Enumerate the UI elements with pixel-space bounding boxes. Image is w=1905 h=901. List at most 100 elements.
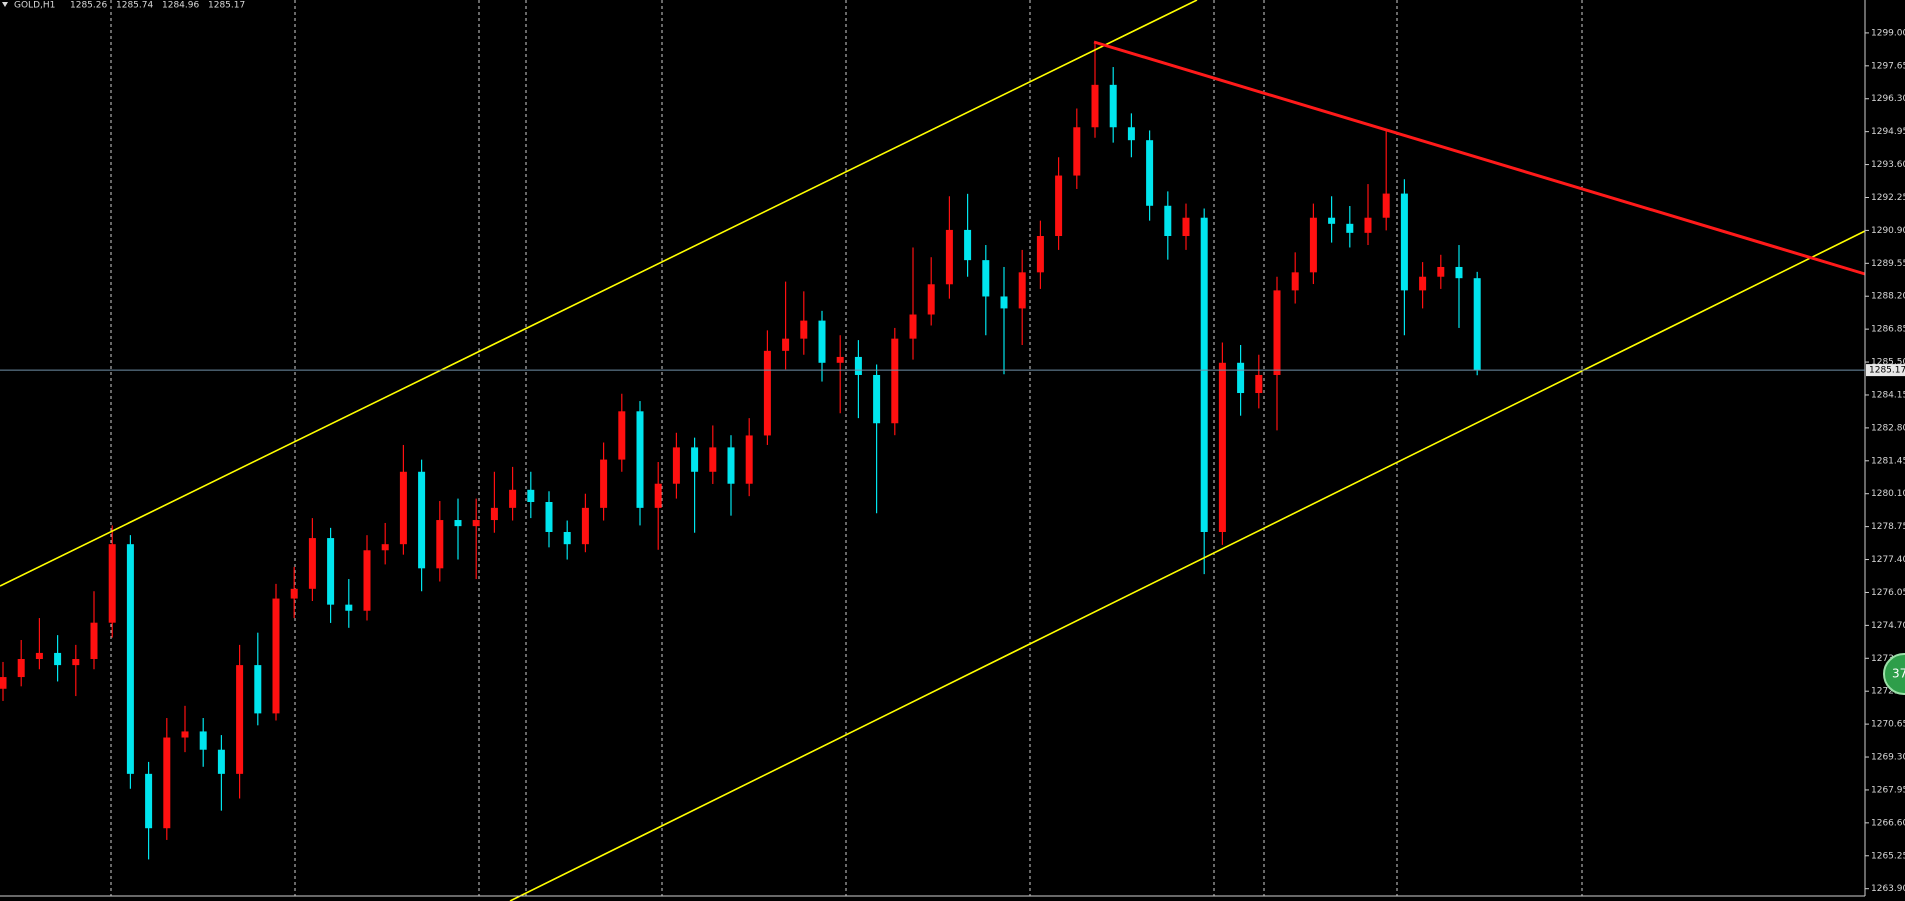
symbol-label: GOLD,H1 — [14, 1, 55, 11]
candle-body — [199, 731, 207, 750]
candle-body — [527, 489, 535, 503]
candle-body — [727, 447, 735, 484]
y-tick-label: 1269.30 — [1871, 753, 1905, 763]
candle-body — [636, 411, 644, 508]
y-tick-label: 1289.55 — [1871, 259, 1905, 269]
candle-body — [800, 320, 808, 339]
candle-body — [327, 538, 335, 605]
bid-label: 1285.17 — [1869, 366, 1905, 376]
candle-body — [145, 773, 153, 829]
candle-body — [909, 314, 917, 339]
candle-body — [1328, 217, 1336, 224]
y-tick-label: 1285.50 — [1871, 358, 1905, 368]
candle-body — [873, 374, 881, 424]
candle-body — [17, 659, 25, 678]
candle-body — [745, 435, 753, 484]
candle-body — [1455, 266, 1463, 279]
candle-body — [472, 520, 480, 527]
candle-body — [381, 544, 389, 551]
y-tick-label: 1266.60 — [1871, 818, 1905, 828]
candle-body — [418, 471, 426, 569]
y-tick-label: 1280.10 — [1871, 489, 1905, 499]
candle-body — [1419, 276, 1427, 291]
candle-body — [454, 520, 462, 527]
candle-body — [345, 604, 353, 611]
candle-body — [1164, 205, 1172, 237]
candle-body — [1291, 272, 1299, 291]
candle-body — [654, 483, 662, 508]
candle-body — [763, 350, 771, 436]
y-tick-label: 1284.15 — [1871, 390, 1905, 400]
y-tick-label: 1281.45 — [1871, 456, 1905, 466]
resistance-line — [1093, 40, 1866, 276]
candle-body — [363, 550, 371, 611]
candle-body — [964, 229, 972, 261]
candle-body — [709, 447, 717, 472]
y-tick-label: 1292.25 — [1871, 193, 1905, 203]
vertical-grid — [110, 0, 1583, 896]
candle-body — [72, 659, 80, 666]
header-value: 1284.96 — [162, 1, 199, 11]
channel-lower — [509, 230, 1866, 901]
candle-body — [108, 544, 116, 623]
y-tick-label: 1272.00 — [1871, 687, 1905, 697]
candle-body — [236, 665, 244, 774]
y-tick-label: 1277.40 — [1871, 555, 1905, 565]
candle-body — [581, 507, 589, 545]
y-tick-label: 1267.95 — [1871, 785, 1905, 795]
candle-body — [1255, 374, 1263, 394]
trend-lines — [0, 0, 1866, 901]
y-tick-label: 1282.80 — [1871, 423, 1905, 433]
candle-body — [54, 652, 62, 666]
candle-body — [1146, 140, 1154, 206]
candle-body — [1400, 193, 1408, 291]
candle-body — [1218, 362, 1226, 532]
candle-body — [927, 284, 935, 315]
candle-body — [436, 520, 444, 569]
candle-body — [90, 622, 98, 660]
header-ohlc: 1285.26 1285.74 1284.96 1285.17 — [70, 1, 245, 11]
candle-body — [290, 588, 298, 599]
candle-body — [1273, 290, 1281, 375]
y-tick-label: 1296.30 — [1871, 94, 1905, 104]
candle-body — [1091, 84, 1099, 128]
candle-body — [818, 320, 826, 363]
y-tick-label: 1278.75 — [1871, 522, 1905, 532]
header-value: 1285.74 — [116, 1, 153, 11]
candle-body — [945, 229, 953, 285]
symbol-arrow — [2, 2, 8, 7]
y-tick-label: 1270.65 — [1871, 720, 1905, 730]
candle-body — [672, 447, 680, 484]
header-value: 1285.17 — [208, 1, 245, 11]
y-tick-label: 1297.65 — [1871, 61, 1905, 71]
candle-body — [0, 677, 7, 689]
candle-body — [1473, 278, 1481, 371]
y-tick-label: 1286.85 — [1871, 325, 1905, 335]
y-tick-label: 1263.90 — [1871, 884, 1905, 894]
candle-body — [1000, 296, 1008, 309]
candle-body — [254, 665, 262, 714]
y-tick-label: 1274.70 — [1871, 621, 1905, 631]
candle-body — [126, 544, 134, 774]
badge — [1883, 653, 1905, 695]
candle-body — [399, 471, 407, 545]
y-tick-label: 1294.95 — [1871, 127, 1905, 137]
candle-body — [1018, 272, 1026, 309]
candle-body — [982, 260, 990, 297]
candle-body — [782, 338, 790, 351]
candle-body — [618, 411, 626, 460]
y-tick-label: 1288.20 — [1871, 292, 1905, 302]
candle-body — [35, 652, 43, 660]
candle-body — [217, 749, 225, 774]
badge-text: 37 — [1892, 667, 1905, 681]
price-axis: 1263.90 1265.25 1266.60 1267.95 1269.30 1270.… — [1865, 28, 1905, 894]
candle-body — [891, 338, 899, 424]
candle-body — [1364, 217, 1372, 233]
candle-body — [836, 356, 844, 363]
candle-body — [1346, 223, 1354, 233]
candle-body — [563, 531, 571, 545]
candle-body — [691, 447, 699, 472]
candle-body — [1127, 127, 1135, 141]
